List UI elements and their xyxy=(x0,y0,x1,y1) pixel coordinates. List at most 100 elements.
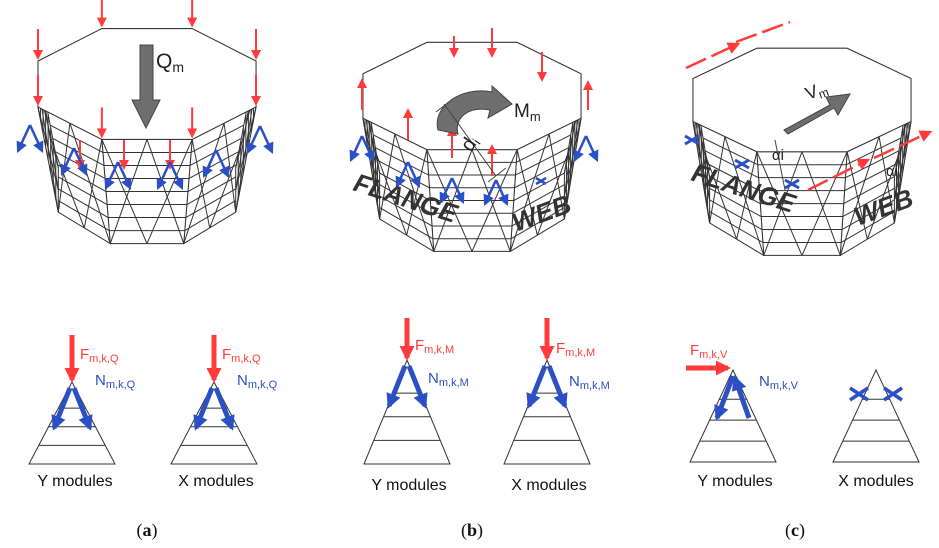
panel-b-load-arrows xyxy=(357,28,593,176)
x-modules-label: X modules xyxy=(511,477,587,494)
normal-force-arrow xyxy=(156,161,172,191)
ring-line xyxy=(840,209,897,243)
angle-label-flange: αi xyxy=(772,147,784,164)
normal-force-arrow xyxy=(16,124,32,154)
panel-c-shear-load: Vm αi αi FLANGE WEB Fm,k,V Nm,k,V Y modu… xyxy=(684,20,933,541)
module-normal-arrow xyxy=(714,375,736,421)
ring-line xyxy=(50,172,108,205)
module-normal-arrow xyxy=(526,365,548,409)
panel-a-normal-force-arrows xyxy=(16,124,274,191)
brace-line xyxy=(406,149,428,236)
x-module-force-label: Fm,k,Q xyxy=(222,346,261,365)
cross-mark xyxy=(784,178,800,190)
brace-line xyxy=(109,139,148,244)
brace-line xyxy=(69,123,111,244)
brace-line xyxy=(191,139,211,228)
brace-line xyxy=(394,133,435,252)
panel-a-x-module-diagram xyxy=(170,380,258,465)
y-modules-label: Y modules xyxy=(37,473,112,490)
module-normal-arrow xyxy=(193,387,215,431)
module-normal-arrow xyxy=(731,375,752,419)
ring-line xyxy=(516,130,580,163)
brace-line xyxy=(801,151,841,256)
module-normal-arrow xyxy=(546,365,568,409)
brace-line xyxy=(433,149,473,252)
caption-c: (c) xyxy=(785,520,805,541)
brace-line xyxy=(471,149,518,252)
ring-line xyxy=(55,198,110,231)
ring-line xyxy=(703,184,762,217)
ring-line xyxy=(707,209,764,243)
panel-b-normal-force-arrows xyxy=(349,135,599,207)
panel-c-shear-arrows xyxy=(685,20,933,192)
top-octagon-fill xyxy=(692,47,912,153)
ring-line xyxy=(510,205,567,240)
brace-line xyxy=(101,139,148,244)
brace-line xyxy=(223,123,237,213)
module-normal-arrow xyxy=(386,365,408,409)
module-normal-arrow xyxy=(71,387,93,431)
module-triangle xyxy=(363,358,451,465)
panel-b-bending-moment: Mm di FLANGE WEB Fm,k,M Fm,k,M Nm,k,M Nm… xyxy=(349,28,610,541)
brace-line xyxy=(756,151,803,256)
y-module-normal-label: Nm,k,M xyxy=(428,370,469,389)
module-normal-arrow xyxy=(51,387,73,431)
x-modules-label: X modules xyxy=(838,473,914,490)
y-modules-label: Y modules xyxy=(371,477,446,494)
module-cross-mark xyxy=(849,386,903,402)
normal-force-arrow xyxy=(439,177,454,205)
normal-force-arrow xyxy=(258,125,274,155)
distance-tick-bottom xyxy=(487,167,507,183)
caption-a: (a) xyxy=(137,520,158,541)
ring-line xyxy=(513,168,573,201)
module-triangle xyxy=(503,358,591,465)
normal-force-arrow xyxy=(28,124,44,154)
angle-label-web: αi xyxy=(886,163,898,180)
panel-b-x-module-diagram xyxy=(503,358,591,465)
load-symbol-q: Qm xyxy=(156,50,184,75)
ring-line xyxy=(845,146,908,179)
shear-flow-arrow xyxy=(685,42,741,70)
ring-line xyxy=(184,198,239,231)
module-normal-arrow xyxy=(406,365,428,409)
normal-force-arrow xyxy=(202,149,218,179)
normal-force-arrow xyxy=(395,161,410,189)
x-module-normal-label: Nm,k,Q xyxy=(237,372,278,391)
ring-line xyxy=(52,185,109,218)
brace-line xyxy=(548,133,565,220)
normal-force-arrow xyxy=(584,135,599,163)
ring-line xyxy=(364,130,428,163)
brace-line xyxy=(839,136,880,256)
shear-flow-line xyxy=(735,20,791,44)
normal-force-arrow xyxy=(168,161,184,191)
panel-a-y-module-diagram xyxy=(28,380,116,465)
panel-b-y-module-diagram xyxy=(363,358,451,465)
module-triangle xyxy=(28,380,116,465)
brace-line xyxy=(846,151,868,240)
module-triangle xyxy=(170,380,258,465)
y-modules-label: Y modules xyxy=(697,473,772,490)
y-module-normal-label: Nm,k,V xyxy=(759,373,799,392)
brace-line xyxy=(379,133,396,220)
ring-line xyxy=(842,184,901,217)
brace-line xyxy=(736,151,758,240)
shear-flow-arrow xyxy=(807,158,871,192)
y-module-force-label: Fm,k,Q xyxy=(80,346,119,365)
brace-line xyxy=(516,149,538,236)
distance-dimension-line xyxy=(443,103,497,177)
brace-line xyxy=(509,133,550,252)
brace-line xyxy=(146,139,185,244)
normal-force-arrow xyxy=(104,161,120,191)
cross-mark xyxy=(535,176,547,186)
moment-symbol: Mm xyxy=(514,101,541,124)
normal-force-arrow xyxy=(116,161,132,191)
ring-line xyxy=(701,171,761,205)
caption-b: (b) xyxy=(461,520,483,541)
panel-a-vertical-load: Qm Fm,k,Q Fm,k,Q Nm,k,Q Nm,k,Q Y modules… xyxy=(16,0,278,541)
y-module-normal-label: Nm,k,Q xyxy=(95,372,136,391)
panel-c-y-module-diagram xyxy=(689,368,777,463)
ring-line xyxy=(185,185,242,218)
shear-load-arrow xyxy=(783,93,851,135)
ring-line xyxy=(186,172,244,205)
normal-force-arrow xyxy=(246,125,262,155)
